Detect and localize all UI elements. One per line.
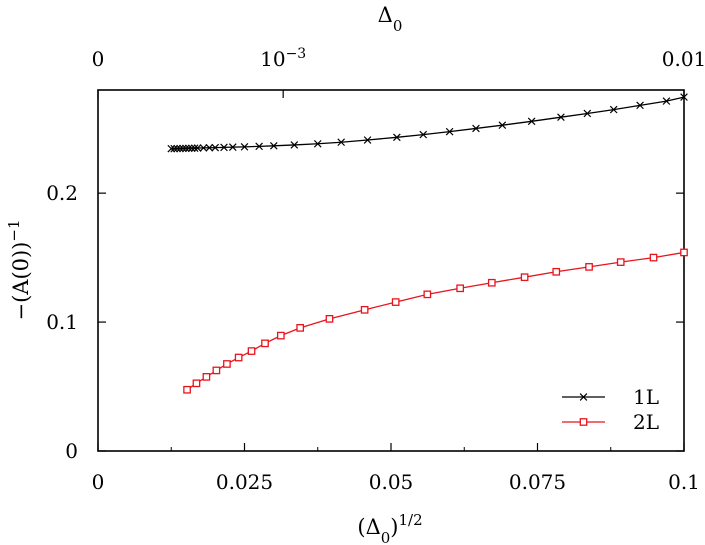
series-1l-point bbox=[228, 143, 237, 151]
series-1l-point bbox=[205, 143, 214, 152]
series-1l-point bbox=[255, 142, 263, 151]
series-1l-point bbox=[199, 144, 208, 152]
series-1l-point bbox=[498, 121, 507, 130]
top-tick-label: 0.01 bbox=[662, 47, 705, 71]
x-tick-label: 0.025 bbox=[216, 470, 273, 494]
y-tick-label: 0.1 bbox=[46, 310, 78, 334]
series-layer bbox=[167, 93, 688, 394]
series-1l-point bbox=[193, 144, 202, 152]
series-2l-point bbox=[456, 284, 464, 293]
series-1l-point bbox=[220, 143, 228, 152]
series-2l-point bbox=[360, 305, 369, 314]
series-1l-point bbox=[182, 144, 190, 153]
series-2l-point bbox=[261, 339, 269, 348]
series-1l-point bbox=[527, 117, 536, 126]
series-2l-point bbox=[520, 273, 529, 282]
series-1l-line bbox=[171, 96, 685, 150]
series-1l-point bbox=[363, 136, 372, 144]
series-2l-point bbox=[423, 290, 432, 299]
series-2l-point bbox=[585, 263, 593, 271]
series-2l-point bbox=[616, 258, 625, 266]
series-1l-point bbox=[173, 144, 181, 153]
series-2l-point bbox=[391, 298, 400, 306]
series-2l-point bbox=[649, 253, 658, 262]
axis-ticks bbox=[97, 90, 685, 452]
x-tick-label: 0.075 bbox=[509, 470, 566, 494]
x-tick-label: 0 bbox=[92, 470, 105, 494]
series-1l-point bbox=[609, 105, 618, 114]
series-1l-point bbox=[636, 101, 644, 110]
series-1l-point bbox=[240, 143, 249, 151]
series-1l-point bbox=[557, 113, 565, 122]
series-2l-point bbox=[234, 353, 243, 362]
legend-1l-point bbox=[579, 393, 588, 401]
series-2l-point bbox=[192, 379, 201, 388]
series-1l-point bbox=[662, 97, 671, 105]
y-tick-label: 0 bbox=[65, 439, 78, 463]
series-1l-point bbox=[680, 93, 688, 101]
series-1l-point bbox=[187, 144, 196, 153]
series-2l-point bbox=[276, 331, 285, 340]
series-2l-point bbox=[487, 278, 496, 287]
series-1l-point bbox=[313, 139, 322, 148]
series-1l-point bbox=[419, 130, 428, 139]
y-axis-title: −(A(0))−1 bbox=[5, 219, 33, 320]
series-2l-point bbox=[325, 314, 334, 323]
series-2l-point bbox=[296, 324, 305, 332]
series-2l-point bbox=[212, 366, 221, 375]
series-1l-point bbox=[170, 144, 179, 153]
x-tick-label: 0.1 bbox=[668, 470, 700, 494]
series-2l-line bbox=[186, 251, 685, 391]
series-2l-point bbox=[223, 360, 231, 368]
series-1l-point bbox=[290, 141, 299, 149]
legend-label-2l: 2L bbox=[633, 410, 659, 434]
series-1l-point bbox=[167, 144, 176, 153]
series-1l-point bbox=[445, 127, 454, 136]
series-1l-point bbox=[583, 109, 592, 118]
series-2l bbox=[183, 248, 688, 394]
series-2l-point bbox=[202, 373, 211, 381]
series-2l-point bbox=[552, 267, 561, 276]
x-axis-title: (Δ0)1/2 bbox=[357, 511, 422, 545]
series-2l-point bbox=[680, 248, 688, 257]
top-tick-label: 10−3 bbox=[260, 46, 306, 71]
series-1l-point bbox=[179, 144, 187, 153]
series-1l-point bbox=[211, 143, 220, 152]
top-tick-label: 0 bbox=[92, 47, 105, 71]
series-1l-point bbox=[190, 144, 199, 152]
series-1l-point bbox=[269, 142, 278, 150]
series-1l-point bbox=[337, 138, 346, 147]
x-tick-label: 0.05 bbox=[369, 470, 414, 494]
legend-2l-point bbox=[579, 418, 588, 426]
series-1l bbox=[167, 93, 688, 153]
tick-labels: 0 0.025 0.05 0.075 0.1 0 10−3 0.01 0 0.1 0.2 bbox=[46, 46, 705, 494]
series-1l-point bbox=[472, 124, 480, 133]
legend-label-1l: 1L bbox=[633, 385, 659, 409]
top-axis-title: Δ0 bbox=[378, 3, 403, 35]
legend-item-2l: 2L bbox=[562, 410, 659, 434]
legend-item-1l: 1L bbox=[562, 385, 659, 409]
series-2l-point bbox=[247, 347, 256, 355]
series-1l-point bbox=[185, 144, 193, 153]
y-tick-label: 0.2 bbox=[46, 181, 78, 205]
series-2l-point bbox=[183, 385, 191, 394]
series-1l-point bbox=[176, 144, 184, 153]
series-1l-point bbox=[393, 133, 401, 142]
